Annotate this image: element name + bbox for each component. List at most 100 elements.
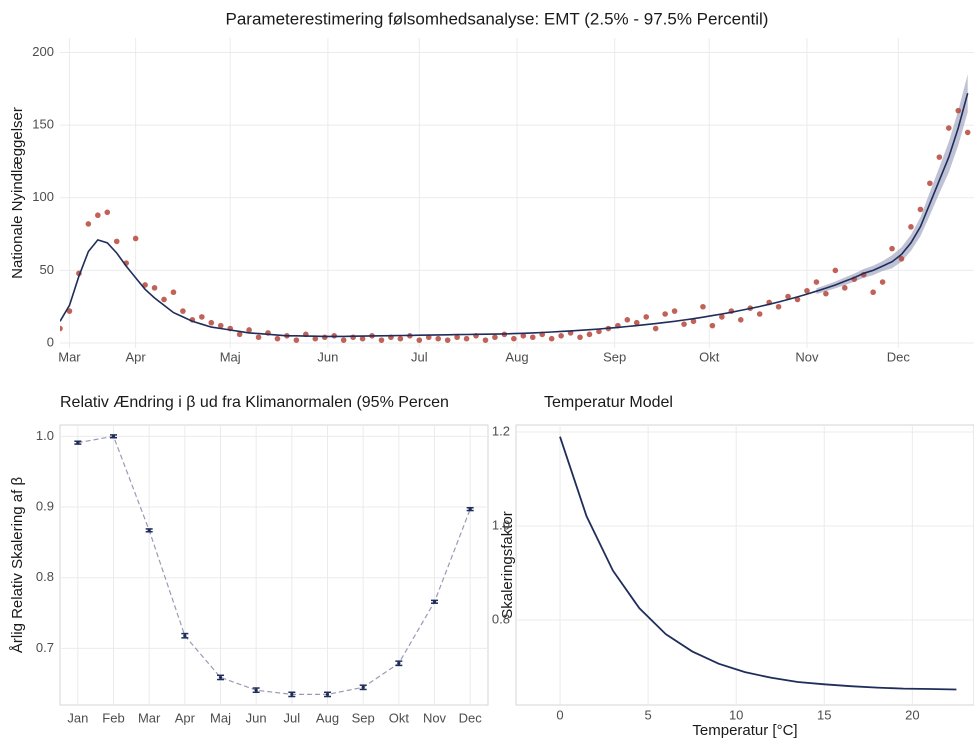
data-point — [917, 206, 924, 213]
data-point — [870, 289, 876, 296]
data-point — [147, 528, 151, 532]
panel-border — [515, 424, 974, 706]
panel: Parameterestimering følsomhedsanalyse: E… — [9, 9, 974, 364]
data-point — [236, 331, 243, 338]
model-line — [559, 436, 957, 691]
data-point — [321, 334, 328, 341]
x-tick-label: Dec — [459, 710, 483, 725]
data-point — [312, 335, 319, 342]
data-point — [325, 692, 330, 696]
data-point — [397, 661, 401, 665]
data-point — [183, 634, 187, 638]
x-tick-label: 0 — [556, 707, 563, 722]
data-point — [161, 296, 167, 303]
panel-title: Relativ Ændring i β ud fra Klimanormalen… — [60, 394, 449, 411]
x-tick-label: Jun — [246, 710, 267, 725]
x-tick-label: Dec — [887, 349, 911, 364]
data-point — [700, 303, 706, 310]
data-point — [879, 279, 886, 285]
y-tick-label: 200 — [32, 44, 54, 59]
y-axis-label: Årlig Relativ Skalering af β — [9, 477, 26, 654]
data-point — [463, 335, 470, 342]
data-point — [908, 224, 914, 230]
data-point — [841, 285, 848, 291]
x-tick-label: Nov — [795, 349, 819, 364]
x-tick-label: Feb — [102, 710, 124, 725]
x-tick-label: Jan — [67, 710, 88, 725]
data-point — [217, 322, 224, 329]
x-axis-label: Temperatur [°C] — [692, 722, 797, 739]
y-axis-label: Skaleringsfaktor — [499, 511, 516, 619]
data-point — [624, 317, 631, 323]
data-point — [274, 335, 281, 342]
x-tick-label: Aug — [505, 349, 528, 364]
trend-line — [77, 435, 471, 695]
x-tick-label: Mar — [138, 710, 161, 725]
data-point — [643, 314, 650, 320]
data-point — [671, 308, 678, 314]
x-tick-label: Sep — [603, 349, 626, 364]
data-point — [681, 321, 687, 327]
data-point — [529, 334, 536, 341]
data-point — [180, 308, 186, 314]
y-tick-label: 0.7 — [36, 640, 54, 655]
panel-title: Temperatur Model — [544, 394, 673, 411]
y-tick-label: 0.8 — [36, 569, 54, 584]
x-tick-label: Okt — [699, 349, 720, 364]
data-point — [432, 600, 437, 604]
y-tick-label: 1.2 — [492, 423, 510, 438]
data-point — [482, 337, 489, 343]
x-tick-label: Mar — [58, 349, 81, 364]
data-point — [359, 335, 366, 342]
x-tick-label: Maj — [210, 710, 231, 725]
data-point — [737, 317, 744, 323]
x-tick-label: Nov — [423, 710, 447, 725]
data-point — [66, 308, 73, 314]
data-point — [577, 334, 583, 341]
y-tick-label: 100 — [32, 189, 54, 204]
data-point — [586, 331, 593, 338]
data-point — [492, 334, 498, 341]
x-tick-label: Apr — [126, 349, 147, 364]
y-tick-label: 150 — [32, 117, 54, 132]
y-tick-label: 0 — [47, 334, 54, 349]
data-point — [246, 327, 252, 333]
data-point — [132, 235, 139, 242]
panel: Relativ Ændring i β ud fra Klimanormalen… — [9, 394, 489, 725]
data-point — [290, 692, 294, 696]
x-tick-label: Aug — [316, 710, 339, 725]
data-point — [652, 325, 659, 332]
data-point — [709, 322, 716, 329]
data-point — [468, 507, 472, 511]
data-point — [719, 314, 725, 320]
x-tick-label: Okt — [389, 710, 410, 725]
data-point — [218, 675, 223, 680]
panel-border — [59, 424, 489, 706]
data-point — [199, 314, 205, 320]
data-point — [293, 337, 300, 343]
data-point — [596, 328, 602, 335]
data-point — [898, 256, 905, 262]
y-axis-label: Nationale Nyindlæggelser — [9, 107, 26, 279]
data-point — [936, 154, 943, 160]
data-point — [397, 335, 404, 342]
data-point — [511, 335, 517, 342]
data-point — [76, 441, 80, 445]
y-tick-label: 0.9 — [36, 498, 54, 513]
x-tick-label: 10 — [729, 707, 743, 722]
data-point — [104, 209, 111, 216]
panel-title: Parameterestimering følsomhedsanalyse: E… — [226, 9, 769, 28]
data-point — [823, 290, 829, 297]
data-point — [60, 325, 63, 332]
data-point — [255, 334, 262, 341]
data-point — [361, 685, 365, 689]
data-point — [208, 319, 215, 326]
data-point — [340, 337, 347, 343]
data-point — [170, 289, 177, 296]
y-tick-label: 1.0 — [36, 428, 54, 443]
x-tick-label: Jun — [317, 349, 338, 364]
data-point — [804, 287, 810, 294]
data-point — [111, 434, 116, 438]
data-point — [889, 245, 895, 252]
